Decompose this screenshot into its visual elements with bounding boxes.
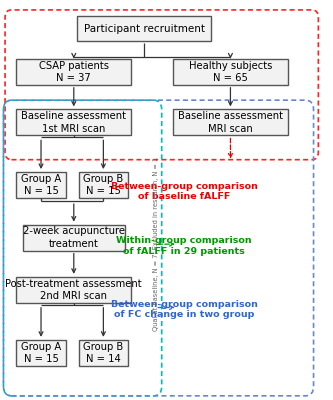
Text: Between-group comparison
of baseline fALFF: Between-group comparison of baseline fAL…	[111, 182, 257, 201]
FancyBboxPatch shape	[79, 172, 128, 198]
Text: Between-group comparison
of FC change in two group: Between-group comparison of FC change in…	[111, 300, 257, 319]
Text: Baseline assessment
1st MRI scan: Baseline assessment 1st MRI scan	[21, 111, 126, 134]
Text: 2-week acupuncture
treatment: 2-week acupuncture treatment	[23, 226, 125, 249]
Text: Post-treatment assessment
2nd MRI scan: Post-treatment assessment 2nd MRI scan	[5, 279, 142, 301]
Text: Healthy subjects
N = 65: Healthy subjects N = 65	[189, 60, 272, 83]
FancyBboxPatch shape	[16, 277, 131, 303]
Text: Group B
N = 15: Group B N = 15	[83, 174, 124, 196]
FancyBboxPatch shape	[79, 340, 128, 366]
FancyBboxPatch shape	[23, 224, 125, 251]
Text: Within-group comparison
of fALFF in 29 patients: Within-group comparison of fALFF in 29 p…	[116, 236, 252, 256]
Text: Group A
N = 15: Group A N = 15	[21, 342, 61, 364]
FancyBboxPatch shape	[173, 109, 288, 136]
FancyBboxPatch shape	[77, 16, 211, 41]
Text: Baseline assessment
MRI scan: Baseline assessment MRI scan	[178, 111, 283, 134]
Text: Qual at baseline, N = 7; Excluded in research, N = 1: Qual at baseline, N = 7; Excluded in res…	[153, 157, 159, 331]
FancyBboxPatch shape	[16, 109, 131, 136]
Text: Group A
N = 15: Group A N = 15	[21, 174, 61, 196]
FancyBboxPatch shape	[173, 59, 288, 85]
FancyBboxPatch shape	[16, 172, 66, 198]
Text: Group B
N = 14: Group B N = 14	[83, 342, 124, 364]
Text: Participant recruitment: Participant recruitment	[84, 24, 204, 34]
FancyBboxPatch shape	[16, 340, 66, 366]
Text: CSAP patients
N = 37: CSAP patients N = 37	[39, 60, 109, 83]
FancyBboxPatch shape	[16, 59, 131, 85]
